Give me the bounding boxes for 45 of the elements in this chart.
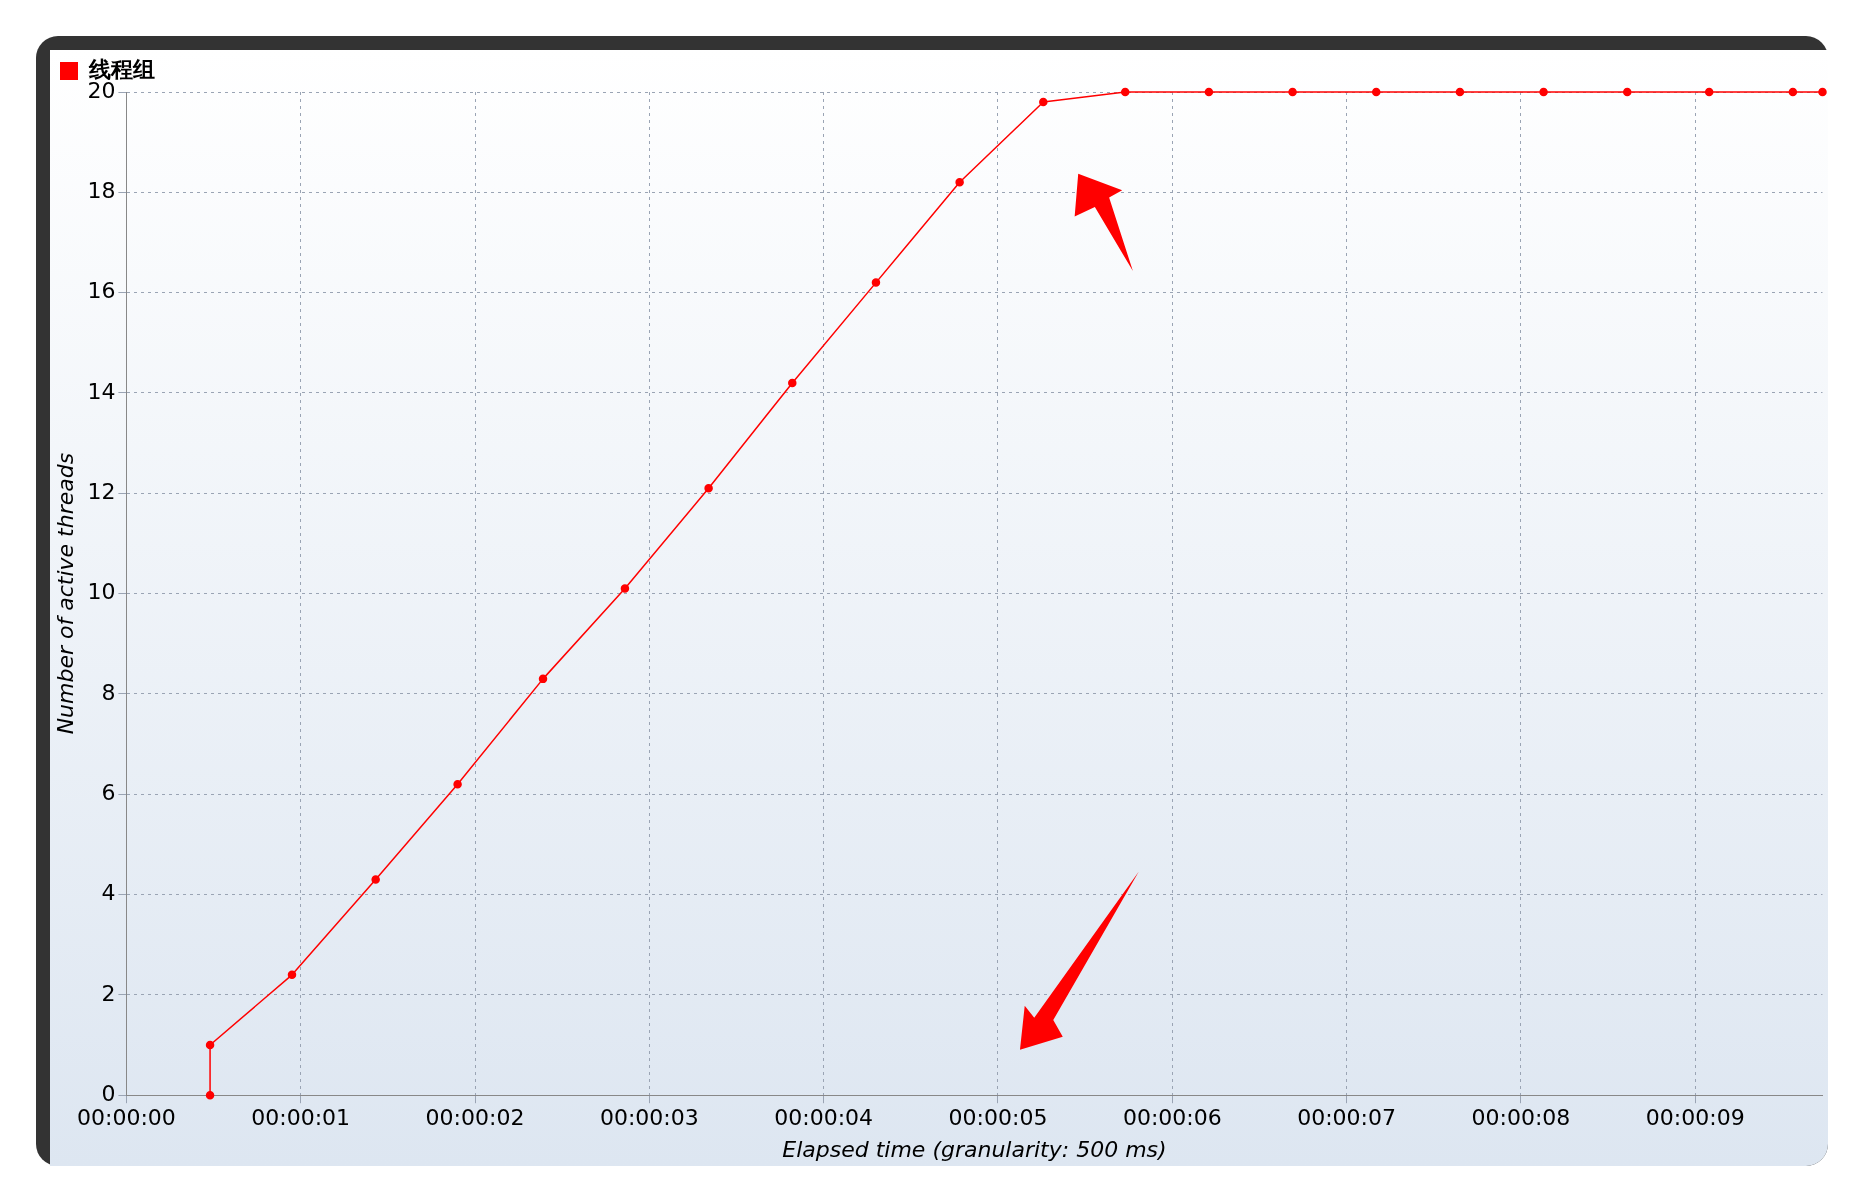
point xyxy=(1455,87,1465,97)
point xyxy=(1288,87,1297,97)
point xyxy=(1372,87,1381,97)
x-tick-label: 00:00:04 xyxy=(774,1105,874,1131)
point xyxy=(205,1090,215,1100)
point xyxy=(1204,87,1214,97)
point xyxy=(1818,87,1827,97)
y-tick-label: 18 xyxy=(87,178,116,204)
legend-label: 线程组 xyxy=(88,56,155,82)
x-tick-label: 00:00:06 xyxy=(1122,1105,1222,1131)
x-tick-label: 00:00:01 xyxy=(251,1105,351,1131)
y-tick-label: 8 xyxy=(101,679,116,705)
point xyxy=(1788,87,1798,97)
point xyxy=(538,674,548,684)
x-tick-label: 00:00:07 xyxy=(1297,1105,1397,1131)
point xyxy=(1039,97,1048,107)
x-tick-label: 00:00:03 xyxy=(599,1105,699,1131)
y-tick-label: 2 xyxy=(101,980,116,1006)
x-tick-label: 00:00:09 xyxy=(1645,1105,1745,1131)
point xyxy=(287,970,297,980)
point xyxy=(1623,87,1632,97)
y-tick-label: 4 xyxy=(101,880,116,906)
point xyxy=(955,178,964,187)
point xyxy=(1539,87,1548,97)
x-tick-label: 00:00:02 xyxy=(425,1105,525,1131)
x-tick-label: 00:00:00 xyxy=(76,1105,176,1131)
y-tick-label: 6 xyxy=(101,779,116,805)
y-tick-label: 12 xyxy=(87,479,116,504)
y-axis-title: Number of active threads xyxy=(52,452,78,735)
y-tick-label: 10 xyxy=(87,579,116,605)
y-tick-label: 14 xyxy=(87,378,116,404)
point xyxy=(871,278,881,287)
point xyxy=(1120,87,1130,97)
point xyxy=(704,484,713,493)
point xyxy=(205,1040,215,1050)
x-axis-title: Elapsed time (granularity: 500 ms) xyxy=(782,1136,1167,1162)
point xyxy=(620,584,630,593)
point xyxy=(1704,87,1714,97)
point xyxy=(453,779,462,789)
y-tick-label: 16 xyxy=(87,278,116,304)
x-tick-label: 00:00:08 xyxy=(1471,1105,1571,1131)
y-tick-label: 0 xyxy=(101,1080,116,1106)
point xyxy=(788,378,797,388)
x-tick-label: 00:00:05 xyxy=(948,1105,1048,1131)
point xyxy=(371,875,380,884)
